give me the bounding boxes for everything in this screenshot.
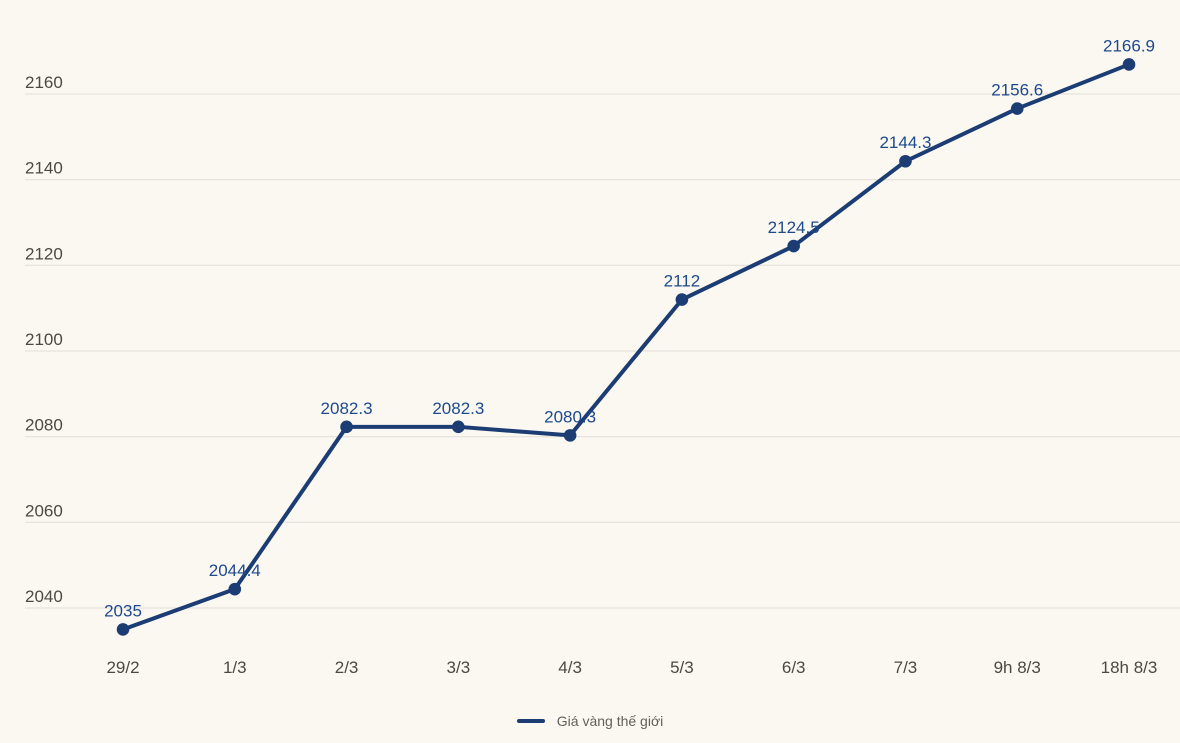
x-tick-label: 1/3 (223, 658, 247, 677)
x-tick-label: 9h 8/3 (994, 658, 1041, 677)
x-tick-label: 2/3 (335, 658, 359, 677)
y-tick-label: 2160 (25, 73, 63, 92)
data-point[interactable] (340, 420, 353, 434)
data-point-label: 2156.6 (991, 81, 1043, 100)
data-point-label: 2112 (664, 272, 701, 291)
data-point[interactable] (116, 623, 130, 636)
data-point[interactable] (787, 239, 800, 253)
data-point[interactable] (228, 582, 242, 596)
y-tick-label: 2100 (25, 330, 63, 349)
y-tick-label: 2060 (25, 501, 63, 520)
data-point[interactable] (1122, 58, 1136, 71)
data-point[interactable] (1010, 102, 1024, 115)
x-tick-label: 7/3 (894, 658, 918, 677)
data-point[interactable] (563, 429, 577, 442)
data-point-label: 2080.3 (544, 407, 596, 426)
legend-line-swatch (516, 719, 545, 723)
legend[interactable]: Giá vàng thế giới (0, 708, 1180, 734)
x-tick-label: 5/3 (670, 658, 694, 677)
data-point[interactable] (899, 154, 912, 168)
price-line (121, 62, 1132, 632)
y-tick-label: 2120 (25, 244, 63, 263)
data-point[interactable] (675, 293, 689, 306)
data-point-label: 2166.9 (1103, 36, 1155, 55)
data-point-label: 2124.5 (768, 218, 820, 237)
x-tick-label: 4/3 (558, 658, 582, 677)
data-point-label: 2035 (104, 601, 142, 620)
data-point-label: 2044.4 (209, 561, 261, 580)
x-tick-label: 18h 8/3 (1101, 658, 1158, 677)
data-point-label: 2144.3 (879, 133, 931, 152)
data-point-label: 2082.3 (432, 399, 484, 418)
y-tick-label: 2080 (25, 416, 63, 435)
x-tick-label: 6/3 (782, 658, 806, 677)
y-tick-label: 2140 (25, 159, 63, 178)
data-point[interactable] (452, 420, 465, 434)
data-point-label: 2082.3 (321, 399, 373, 418)
y-tick-label: 2040 (25, 587, 63, 606)
line-chart-canvas: 2040 2060 2080 2100 2120 2140 2160 29/2 1/3 2/3 3/… (25, 36, 1180, 677)
x-tick-label: 3/3 (447, 658, 471, 677)
legend-label: Giá vàng thế giới (556, 713, 664, 729)
x-tick-label: 29/2 (106, 658, 139, 677)
